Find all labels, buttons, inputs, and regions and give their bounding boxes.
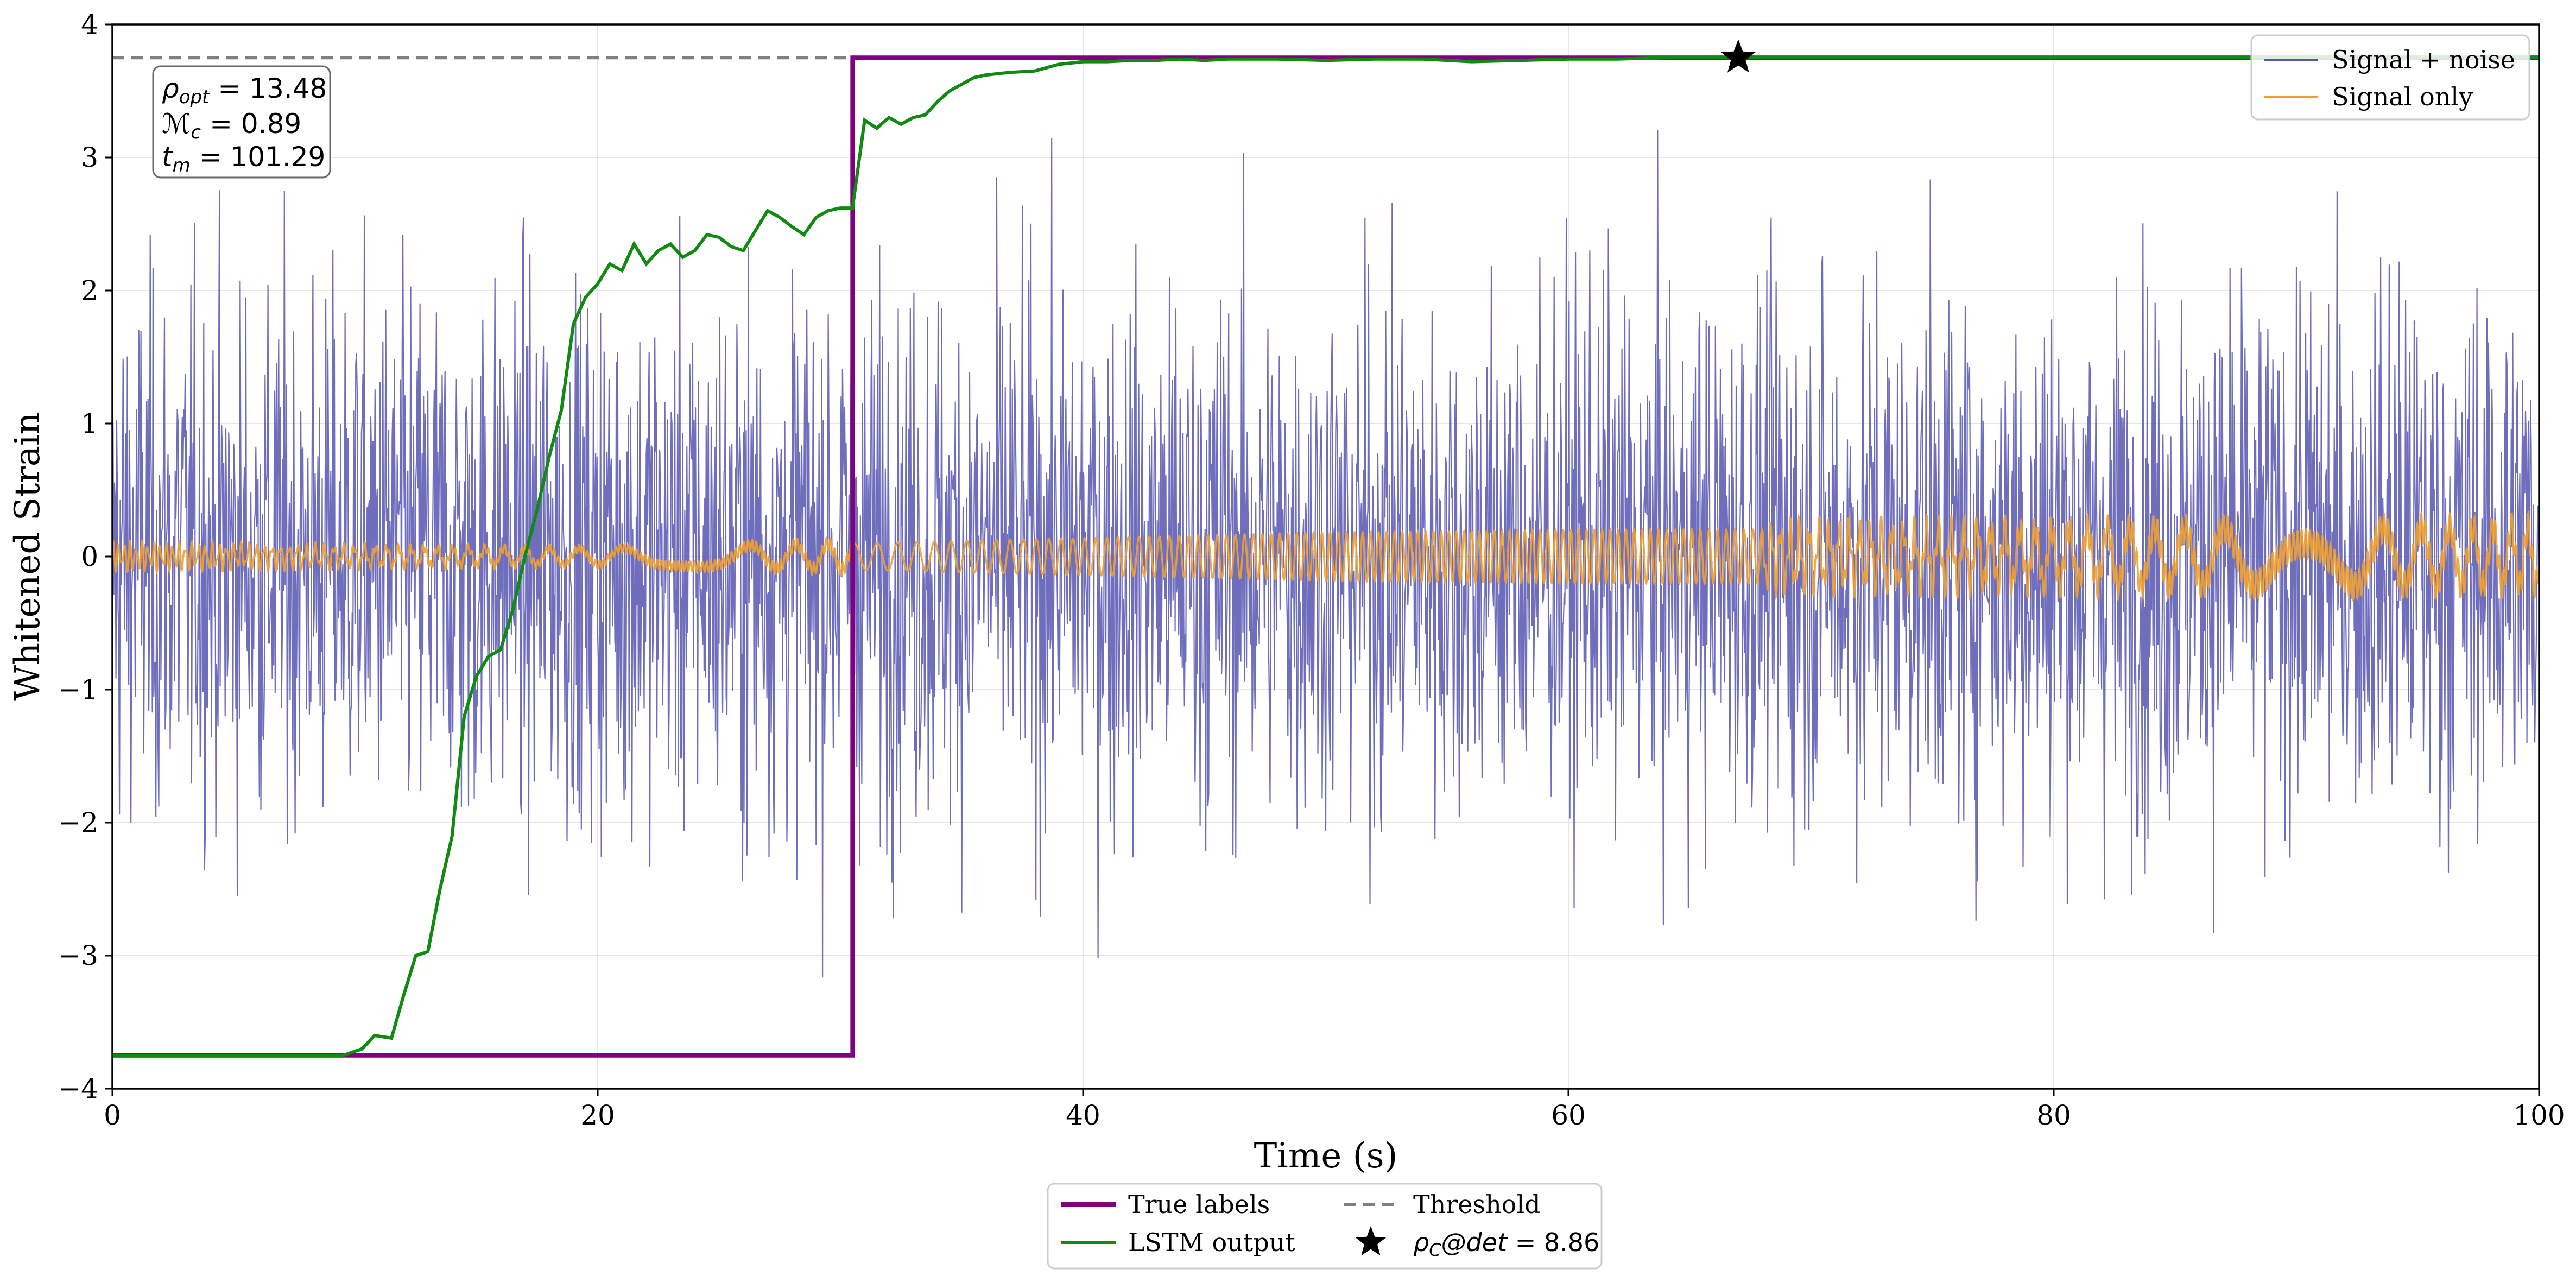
y-tick-label: 0 [81,541,98,572]
plot-layer [112,55,2539,1058]
axis-ticks: 0 20 40 60 80 100 −4 −3 −2 −1 0 1 2 3 4 [58,9,2565,1131]
annotation-frame [152,65,331,179]
legend-signals: Signal + noise Signal only [2250,34,2530,121]
legend-detection-frame [1047,1183,1603,1270]
x-tick-label: 60 [1551,1100,1586,1131]
x-tick-label: 100 [2513,1100,2565,1131]
y-tick-label: 3 [81,142,98,173]
annotation-rho-opt-value: 13.48 [249,73,327,104]
y-tick-label: −1 [58,674,98,705]
x-tick-label: 0 [104,1100,121,1131]
legend-threshold-label: Threshold [1413,1190,1541,1219]
legend-signals-frame [2250,34,2530,121]
annotation-merger-time-value: 101.29 [230,141,325,173]
x-tick-label: 40 [1066,1100,1100,1131]
legend-lstm-output-label: LSTM output [1128,1228,1295,1257]
legend-detection-value: 8.86 [1544,1228,1599,1257]
legend-detection-star-icon [1355,1226,1387,1256]
x-axis-label: Time (s) [1254,1136,1398,1176]
legend-signal-noise-label: Signal + noise [2332,45,2515,74]
annotation-merger-time: tm = 101.29 [162,141,325,176]
y-tick-label: 1 [81,408,98,439]
y-tick-label: −2 [58,807,98,838]
y-tick-label: −3 [58,940,98,971]
annotation-chirp-mass-value: 0.89 [241,108,301,140]
y-tick-label: −4 [58,1073,98,1104]
annotation-chirp-mass: ℳc = 0.89 [162,108,301,143]
x-tick-label: 20 [580,1100,615,1131]
legend-detection-label: ρC@det = 8.86 [1413,1228,1599,1260]
series-signal-noise-line [112,130,2539,977]
legend-detection: True labels LSTM output Threshold ρC@det… [1047,1183,1603,1270]
y-tick-label: 2 [81,275,98,306]
series-lstm-output-line [112,56,2539,1057]
y-axis-label: Whitened Strain [8,412,48,700]
legend-true-labels-label: True labels [1128,1190,1270,1219]
annotation-rho-opt: ρopt = 13.48 [162,73,327,108]
series-signal-only-line [112,509,2539,602]
parameter-annotation-box: ρopt = 13.48 ℳc = 0.89 tm = 101.29 [152,65,331,179]
legend-signal-only-label: Signal only [2332,82,2473,111]
detection-star-marker [1720,39,1756,73]
y-tick-label: 4 [81,9,98,40]
x-tick-label: 80 [2036,1100,2071,1131]
